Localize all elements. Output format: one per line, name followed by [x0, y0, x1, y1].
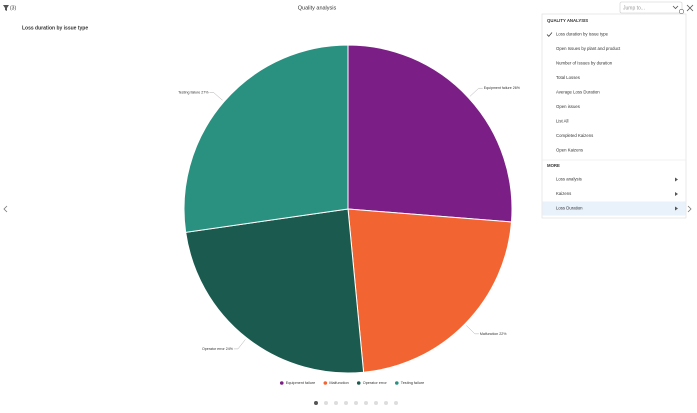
menu-item[interactable]: Total Losses: [556, 75, 580, 80]
menu-item[interactable]: Open Issues by plant and product: [556, 46, 621, 51]
page-dot[interactable]: [374, 401, 378, 405]
pagination: [314, 401, 398, 405]
slice-label-value: 22%: [499, 332, 507, 336]
page-dot[interactable]: [344, 401, 348, 405]
legend-swatch: [323, 381, 328, 385]
search-chevron[interactable]: [672, 5, 679, 10]
slice-label: Testing failure 27%: [178, 90, 209, 94]
leader-line: [209, 92, 223, 101]
page-dot[interactable]: [384, 401, 388, 405]
menu-item[interactable]: Kaizens: [556, 191, 571, 196]
legend-swatch: [279, 381, 284, 385]
pie-slice: [347, 208, 513, 373]
menu-section-title: QUALITY ANALYSIS: [547, 18, 588, 23]
slice-label-value: 27%: [201, 90, 209, 94]
next-arrow[interactable]: [687, 205, 692, 213]
leader-line: [469, 88, 483, 97]
close-button[interactable]: [686, 4, 694, 12]
page-dot[interactable]: [394, 401, 398, 405]
legend-label[interactable]: Malfunction: [329, 381, 348, 385]
search-box[interactable]: [619, 1, 683, 14]
menu-item[interactable]: Loss duration by issue type: [556, 32, 609, 37]
pie-slice: [183, 44, 349, 233]
slice-label-name: Operator error: [202, 347, 226, 351]
menu-item[interactable]: Number of Issues by duration: [556, 61, 613, 66]
slice-label-name: Malfunction: [480, 332, 498, 336]
slice-label: Malfunction 22%: [480, 332, 507, 336]
page-dot[interactable]: [364, 401, 368, 405]
slice-label-value: 26%: [513, 86, 521, 90]
pie: Equipment failure 26% Malfunction 22% Oper…: [178, 44, 521, 374]
menu-item[interactable]: Completed Kaizens: [556, 133, 593, 138]
menu-item[interactable]: Loss Duration: [556, 206, 583, 211]
slice-label: Equipment failure 26%: [484, 86, 521, 90]
slice-label-name: Testing failure: [178, 90, 200, 94]
menu-item[interactable]: Average Loss Duration: [556, 90, 600, 95]
menu-item-highlight: [542, 201, 686, 216]
pie-slice: [347, 44, 513, 223]
leader-line: [233, 339, 246, 350]
menu-item[interactable]: Open Kaizens: [556, 148, 583, 153]
menu-check: [546, 32, 553, 37]
filter-count[interactable]: (3): [10, 5, 16, 11]
prev-arrow[interactable]: [3, 205, 8, 213]
slice-label-value: 24%: [226, 347, 234, 351]
menu: QUALITY ANALYSIS Loss duration by issue t…: [542, 18, 686, 216]
chart-title: Loss duration by issue type: [22, 25, 88, 31]
submenu-arrow: [675, 177, 678, 182]
legend-swatch: [395, 381, 399, 385]
submenu-arrow: [675, 192, 678, 196]
legend-label[interactable]: Operator error: [363, 381, 388, 385]
menu-item[interactable]: Loss analysis: [556, 177, 582, 182]
page-dot-active[interactable]: [314, 401, 318, 405]
menu-item[interactable]: List All: [556, 119, 568, 124]
page-dot[interactable]: [334, 401, 338, 405]
pie-slice: [185, 208, 365, 374]
slice-label-name: Equipment failure: [484, 86, 512, 90]
menu-section-title: MORE: [547, 163, 560, 168]
submenu-arrow: [675, 206, 678, 211]
legend: Equipment failure Malfunction Operator err…: [279, 381, 424, 385]
page-dot[interactable]: [324, 401, 328, 405]
menu-settings-icon[interactable]: [678, 9, 684, 15]
filter-icon[interactable]: [3, 5, 9, 11]
search-placeholder[interactable]: Jump to...: [623, 5, 645, 11]
slice-label: Operator error 24%: [202, 347, 234, 351]
menu-item[interactable]: Open issues: [556, 104, 580, 109]
legend-swatch: [356, 381, 361, 385]
legend-label[interactable]: Testing failure: [401, 381, 424, 385]
legend-label[interactable]: Equipment failure: [286, 381, 316, 385]
menu-panel: [541, 13, 687, 219]
page-dot[interactable]: [354, 401, 358, 405]
leader-line: [466, 325, 479, 335]
page-title: Quality analysis: [298, 5, 337, 11]
